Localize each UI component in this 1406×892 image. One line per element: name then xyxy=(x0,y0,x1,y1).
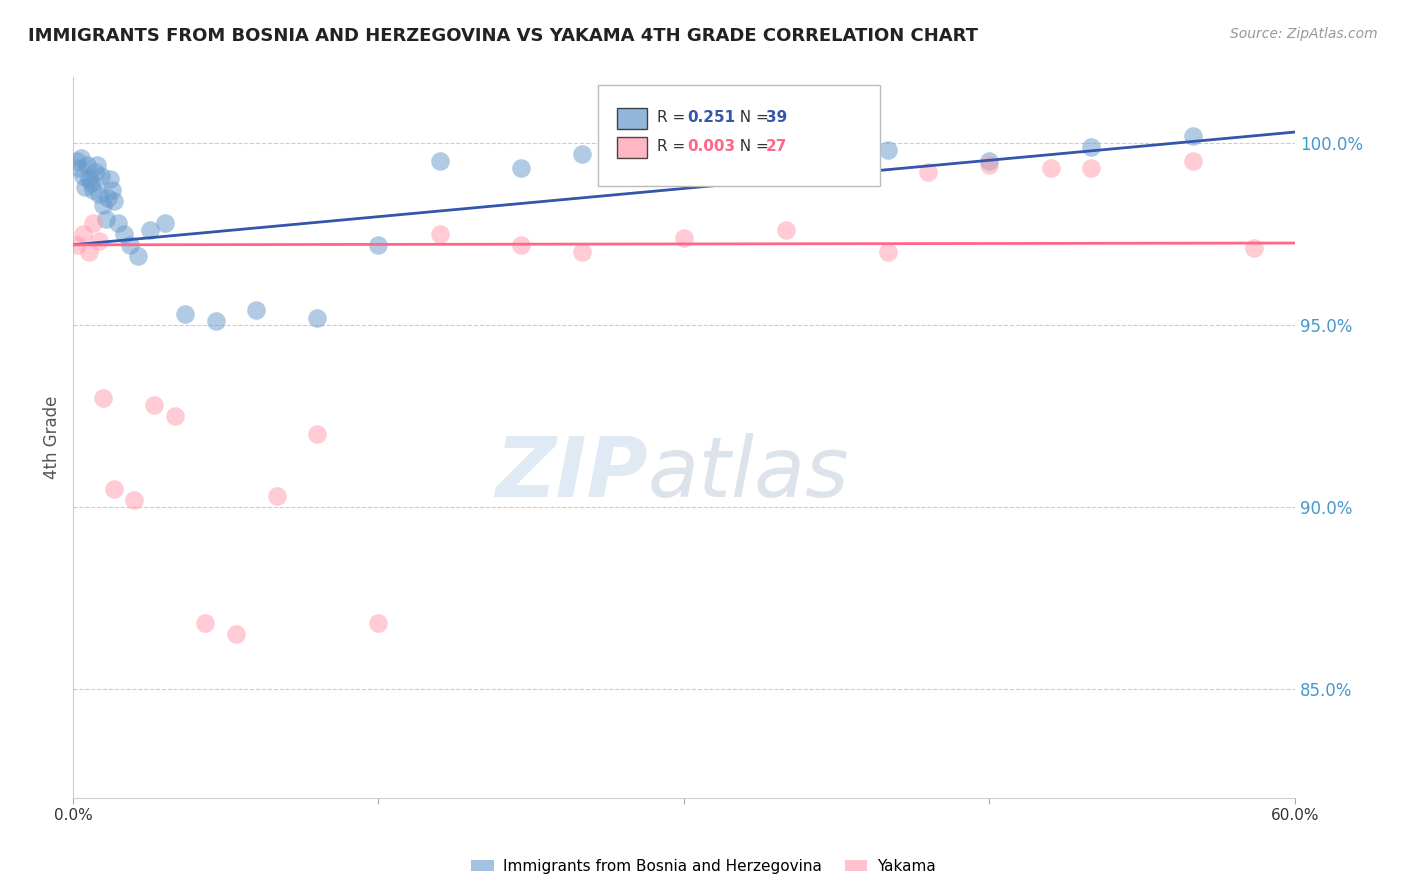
Point xyxy=(672,158,695,172)
Point xyxy=(571,245,593,260)
Point xyxy=(103,194,125,209)
Point xyxy=(90,169,112,183)
Text: atlas: atlas xyxy=(647,434,849,515)
Text: N =: N = xyxy=(730,139,775,154)
Point xyxy=(82,183,104,197)
Point xyxy=(163,409,186,423)
Text: ZIP: ZIP xyxy=(495,434,647,515)
Point xyxy=(367,616,389,631)
Point xyxy=(979,154,1001,169)
Point xyxy=(225,627,247,641)
Point xyxy=(307,310,329,325)
Point xyxy=(66,238,89,252)
Point xyxy=(107,216,129,230)
Text: N =: N = xyxy=(730,111,775,125)
Point xyxy=(94,212,117,227)
Point xyxy=(86,158,108,172)
Point xyxy=(93,198,115,212)
Point xyxy=(204,314,226,328)
Point xyxy=(876,143,898,157)
Point xyxy=(72,227,94,241)
Point xyxy=(917,165,939,179)
Point xyxy=(75,179,97,194)
Legend: Immigrants from Bosnia and Herzegovina, Yakama: Immigrants from Bosnia and Herzegovina, … xyxy=(464,853,942,880)
Text: Source: ZipAtlas.com: Source: ZipAtlas.com xyxy=(1230,27,1378,41)
Point xyxy=(84,165,107,179)
Point xyxy=(266,489,288,503)
Point xyxy=(307,427,329,442)
Point xyxy=(93,391,115,405)
Point xyxy=(82,216,104,230)
Point xyxy=(775,223,797,237)
Point xyxy=(194,616,217,631)
Point xyxy=(510,161,533,176)
Point xyxy=(1243,242,1265,256)
Point xyxy=(1039,161,1062,176)
Point xyxy=(70,151,93,165)
Point xyxy=(143,398,166,412)
Point xyxy=(103,482,125,496)
Point xyxy=(80,176,103,190)
Point xyxy=(876,245,898,260)
Point xyxy=(139,223,162,237)
Point xyxy=(367,238,389,252)
FancyBboxPatch shape xyxy=(617,136,647,158)
Point xyxy=(77,172,100,186)
Point xyxy=(66,154,89,169)
Text: 27: 27 xyxy=(766,139,787,154)
Point xyxy=(429,227,451,241)
Text: IMMIGRANTS FROM BOSNIA AND HERZEGOVINA VS YAKAMA 4TH GRADE CORRELATION CHART: IMMIGRANTS FROM BOSNIA AND HERZEGOVINA V… xyxy=(28,27,979,45)
Point xyxy=(672,230,695,244)
Point xyxy=(1182,128,1205,143)
Point xyxy=(112,227,135,241)
Point xyxy=(89,186,111,201)
Point xyxy=(118,238,141,252)
Point xyxy=(76,158,98,172)
Text: R =: R = xyxy=(657,139,690,154)
Point xyxy=(510,238,533,252)
Point xyxy=(1080,139,1102,153)
Point xyxy=(245,303,267,318)
Text: 0.251: 0.251 xyxy=(688,111,735,125)
Point xyxy=(98,172,121,186)
Text: R =: R = xyxy=(657,111,690,125)
Point xyxy=(77,245,100,260)
Point xyxy=(429,154,451,169)
Text: 0.003: 0.003 xyxy=(688,139,735,154)
Point xyxy=(174,307,197,321)
Point xyxy=(96,190,118,204)
Point xyxy=(153,216,176,230)
Point xyxy=(571,146,593,161)
Point xyxy=(1182,154,1205,169)
Point xyxy=(979,158,1001,172)
Point xyxy=(67,161,90,176)
Text: 39: 39 xyxy=(766,111,787,125)
Point xyxy=(1080,161,1102,176)
Point xyxy=(89,234,111,248)
Y-axis label: 4th Grade: 4th Grade xyxy=(44,396,60,479)
FancyBboxPatch shape xyxy=(617,108,647,129)
Point xyxy=(122,492,145,507)
Point xyxy=(127,249,149,263)
Point xyxy=(72,169,94,183)
FancyBboxPatch shape xyxy=(599,85,880,186)
Point xyxy=(775,151,797,165)
Point xyxy=(100,183,122,197)
